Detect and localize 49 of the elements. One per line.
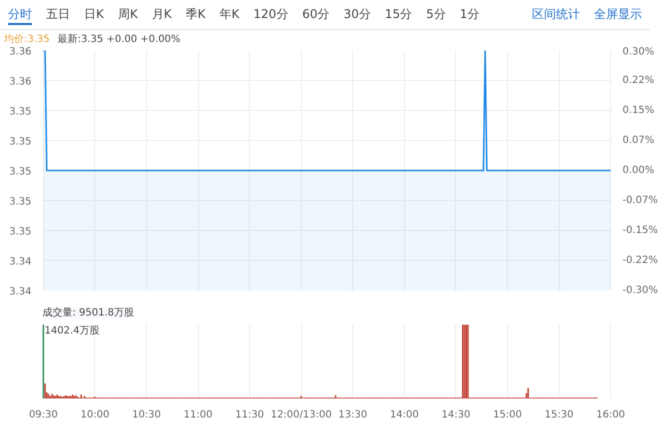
y2-tick-label: 0.00% — [622, 165, 654, 176]
y-tick-label: 3.36 — [9, 76, 32, 88]
chart-title: 成交量: 9501.8万股 — [42, 306, 134, 318]
text: 60分 — [302, 6, 330, 23]
text: 15分 — [384, 6, 412, 23]
text: 全屏显示 — [594, 6, 642, 23]
text: 1分 — [460, 6, 480, 23]
annotation: 1402.4万股 — [44, 326, 100, 336]
x-tick-label: 11:00 — [184, 410, 212, 420]
x-tick-label: 15:00 — [493, 410, 522, 420]
x-tick-label: 10:00 — [80, 410, 110, 420]
text: 5分 — [426, 6, 446, 23]
y2-tick-label: -0.15% — [622, 225, 658, 236]
x-tick-label: 14:00 — [390, 410, 419, 420]
chart-title: 均价:3.35 — [4, 34, 50, 45]
y2-tick-label: -0.22% — [622, 255, 658, 266]
x-tick-label: 15:30 — [544, 410, 574, 420]
text: 区间统计 — [532, 6, 580, 23]
text: 年K — [220, 6, 240, 23]
y2-tick-label: 0.22% — [622, 75, 654, 86]
x-tick-label: 09:30 — [28, 410, 58, 420]
y2-tick-label: -0.30% — [622, 285, 658, 296]
y2-tick-label: 0.07% — [622, 135, 654, 146]
text: 分时 — [8, 6, 32, 26]
x-tick-label: 10:30 — [132, 410, 161, 420]
y-tick-label: 3.35 — [9, 106, 32, 118]
chart-subtitle: 最新:3.35 +0.00 +0.00% — [58, 34, 180, 45]
y2-tick-label: 0.15% — [622, 105, 654, 116]
text: 日K — [84, 6, 104, 23]
x-tick-label: 12:00/13:00 — [270, 410, 332, 420]
x-tick-label: 14:30 — [442, 410, 470, 420]
text: 月K — [152, 6, 172, 23]
x-tick-label: 11:30 — [235, 410, 264, 420]
text: 30分 — [344, 6, 371, 23]
y-tick-label: 3.34 — [9, 256, 32, 268]
y-tick-label: 3.35 — [9, 226, 32, 238]
text: 周K — [118, 6, 138, 23]
text: 五日 — [46, 6, 70, 23]
text: 季K — [186, 6, 206, 23]
y-tick-label: 3.35 — [9, 196, 32, 208]
y-tick-label: 3.35 — [9, 166, 32, 178]
y-tick-label: 3.36 — [9, 46, 32, 58]
y2-tick-label: -0.07% — [622, 195, 658, 206]
y-tick-label: 3.35 — [9, 136, 32, 148]
x-tick-label: 16:00 — [596, 410, 626, 420]
y-tick-label: 3.34 — [9, 286, 32, 298]
y2-tick-label: 0.30% — [622, 46, 654, 58]
x-tick-label: 13:30 — [338, 410, 368, 420]
text: 120分 — [253, 6, 288, 23]
